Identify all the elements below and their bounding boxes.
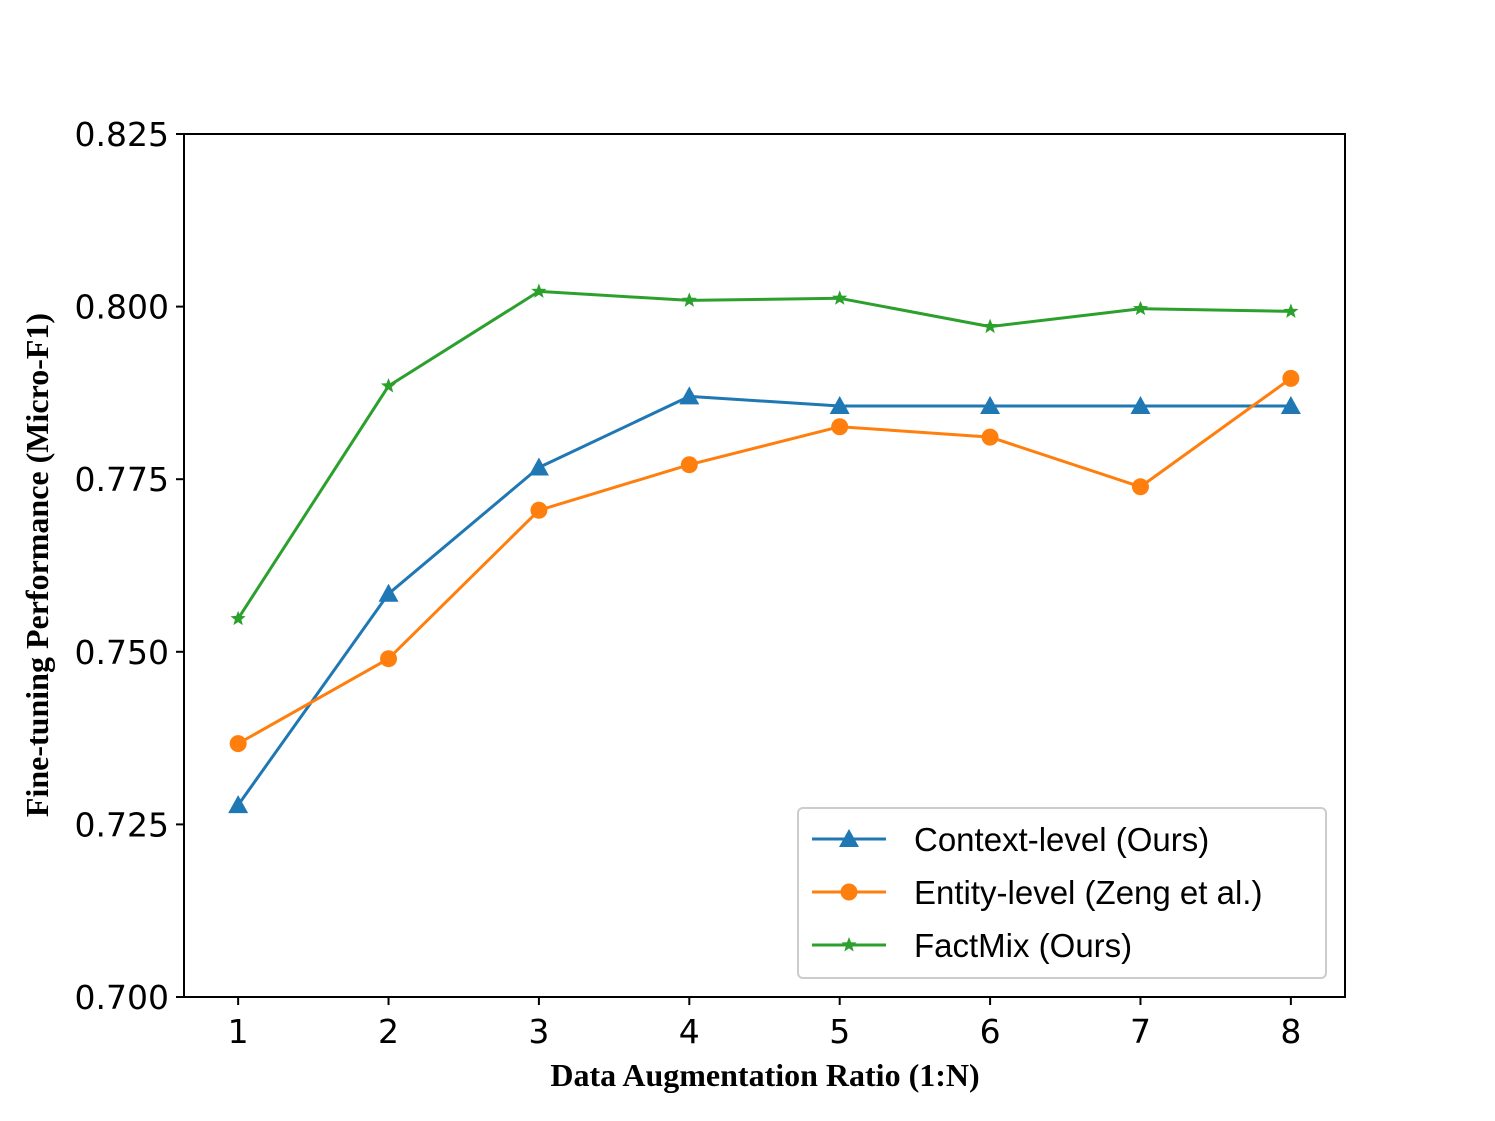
x-tick-label: 6 [980, 1012, 1001, 1051]
data-point [229, 735, 247, 753]
data-point [1130, 396, 1151, 415]
y-tick-label: 0.750 [75, 633, 169, 672]
legend: Context-level (Ours) Entity-level (Zeng e… [797, 807, 1327, 979]
x-axis-title: Data Augmentation Ratio (1:N) [550, 1057, 979, 1093]
data-point [1132, 300, 1149, 316]
legend-entry: FactMix (Ours) [812, 927, 1132, 964]
legend-label: Context-level (Ours) [914, 821, 1209, 858]
x-tick-label: 5 [829, 1012, 850, 1051]
data-point [380, 378, 397, 393]
x-tick-label: 3 [528, 1012, 549, 1051]
legend-marker [839, 829, 859, 847]
data-point [531, 283, 547, 298]
data-point [831, 418, 849, 436]
y-tick-label: 0.825 [75, 115, 169, 154]
legend-marker [840, 883, 858, 901]
data-point [228, 795, 249, 814]
series-3 [230, 283, 1299, 626]
legend-entry: Entity-level (Zeng et al.) [812, 874, 1262, 911]
x-tick-label: 2 [378, 1012, 399, 1051]
data-point [679, 386, 700, 405]
data-point [380, 650, 398, 668]
data-point [980, 396, 1001, 415]
data-point [230, 610, 246, 626]
series-group [228, 283, 1301, 814]
data-point [1131, 478, 1149, 496]
legend-label: FactMix (Ours) [914, 927, 1132, 964]
series-line [236, 394, 1293, 807]
data-point [982, 318, 998, 334]
series-line [236, 376, 1293, 746]
data-point [1280, 396, 1301, 415]
legend-label: Entity-level (Zeng et al.) [914, 874, 1262, 911]
data-point [829, 396, 850, 415]
legend-frame [797, 807, 1327, 979]
data-point [530, 501, 548, 519]
series-1 [228, 386, 1301, 814]
data-point [528, 457, 549, 476]
y-axis-ticks: 0.700 0.725 0.750 0.775 0.800 0.825 [75, 115, 184, 1017]
x-tick-label: 7 [1130, 1012, 1151, 1051]
x-tick-label: 8 [1280, 1012, 1301, 1051]
data-point [680, 456, 698, 474]
data-point [378, 583, 399, 602]
legend-entry: Context-level (Ours) [812, 821, 1209, 858]
y-tick-label: 0.725 [75, 805, 169, 844]
series-line [236, 289, 1293, 621]
y-tick-label: 0.775 [75, 460, 169, 499]
data-point [1283, 303, 1299, 318]
x-axis-ticks: 1 2 3 4 5 6 7 8 [228, 997, 1301, 1051]
data-point [981, 428, 999, 446]
data-point [1282, 369, 1300, 387]
y-tick-label: 0.700 [75, 978, 169, 1017]
series-2 [229, 369, 1300, 753]
legend-marker [841, 937, 857, 952]
plot-frame [183, 133, 1346, 998]
y-axis-title: Fine-tuning Performance (Micro-F1) [19, 313, 55, 817]
x-tick-label: 4 [679, 1012, 700, 1051]
data-point [681, 292, 697, 307]
y-tick-label: 0.800 [75, 288, 169, 327]
x-tick-label: 1 [228, 1012, 249, 1051]
data-point [832, 290, 848, 305]
